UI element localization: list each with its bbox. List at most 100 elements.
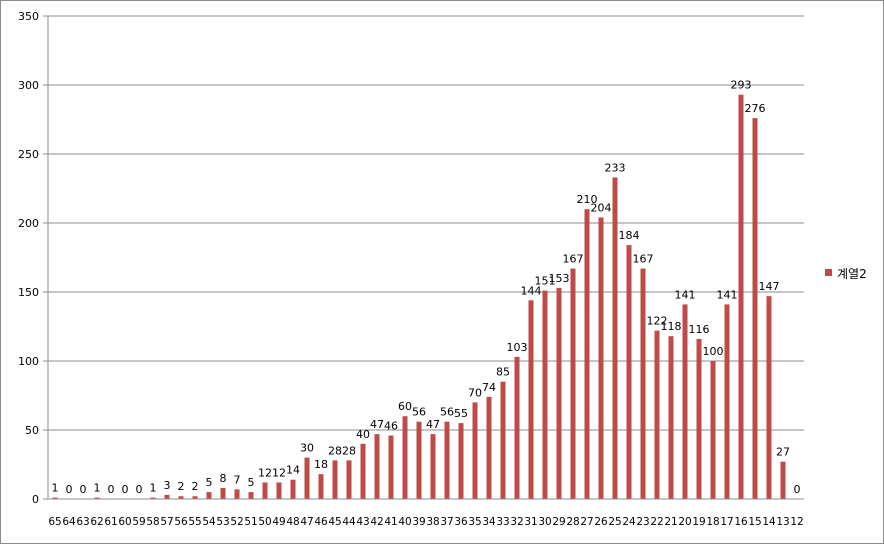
bar	[164, 494, 170, 499]
bar	[584, 209, 590, 499]
data-label: 210	[577, 193, 598, 206]
axes	[43, 15, 804, 500]
bar	[220, 487, 226, 499]
bar	[262, 482, 268, 499]
data-label: 27	[776, 446, 790, 459]
x-tick-label: 36	[454, 516, 468, 528]
data-label: 167	[563, 253, 584, 266]
data-label: 184	[619, 229, 640, 242]
data-label: 141	[675, 288, 696, 301]
x-tick-label: 63	[76, 516, 89, 528]
data-label: 2	[178, 480, 185, 493]
x-tick-label: 31	[524, 516, 537, 528]
bar	[696, 338, 702, 499]
data-label: 118	[661, 320, 682, 333]
x-tick-label: 50	[258, 516, 271, 528]
data-label: 0	[80, 483, 87, 496]
data-label: 293	[731, 79, 752, 92]
data-label: 5	[248, 476, 255, 489]
x-tick-label: 29	[552, 516, 565, 528]
x-tick-label: 39	[412, 516, 425, 528]
x-tick-label: 26	[594, 516, 608, 528]
x-tick-label: 16	[734, 516, 748, 528]
x-tick-label: 25	[608, 516, 621, 528]
bar	[710, 361, 716, 499]
x-tick-label: 49	[272, 516, 285, 528]
bar	[486, 396, 492, 499]
data-label: 56	[412, 406, 426, 419]
x-tick-label: 17	[720, 516, 733, 528]
bar	[640, 268, 646, 499]
data-label: 28	[328, 444, 342, 457]
bar	[150, 497, 156, 499]
y-tick-label: 150	[18, 286, 39, 299]
x-tick-label: 56	[174, 516, 188, 528]
x-tick-label: 51	[244, 516, 257, 528]
data-label: 147	[759, 280, 780, 293]
x-tick-label: 40	[398, 516, 411, 528]
bar-series	[52, 94, 786, 500]
data-label: 18	[314, 458, 328, 471]
bar	[402, 416, 408, 499]
x-tick-label: 12	[790, 516, 803, 528]
y-tick-label: 300	[18, 79, 39, 92]
x-tick-label: 19	[692, 516, 705, 528]
bar	[346, 460, 352, 499]
x-tick-label: 64	[62, 516, 76, 528]
x-tick-label: 46	[314, 516, 328, 528]
data-label: 0	[136, 483, 143, 496]
x-tick-label: 35	[468, 516, 481, 528]
data-label: 14	[286, 464, 300, 477]
bar	[556, 287, 562, 499]
x-tick-label: 37	[440, 516, 453, 528]
y-tick-label: 100	[18, 355, 39, 368]
x-tick-label: 60	[118, 516, 131, 528]
bar	[514, 356, 520, 499]
bar	[430, 434, 436, 499]
x-tick-label: 61	[104, 516, 117, 528]
x-tick-label: 13	[776, 516, 789, 528]
x-tick-label: 21	[664, 516, 677, 528]
x-tick-label: 62	[90, 516, 103, 528]
legend: 계열2	[825, 267, 867, 281]
x-tick-label: 52	[230, 516, 243, 528]
x-tick-label: 54	[202, 516, 216, 528]
bar	[388, 435, 394, 499]
x-tick-label: 48	[286, 516, 299, 528]
bar	[290, 479, 296, 499]
data-label: 2	[192, 480, 199, 493]
x-tick-label: 47	[300, 516, 313, 528]
data-label: 7	[234, 473, 241, 486]
data-label: 85	[496, 366, 510, 379]
bar	[458, 423, 464, 499]
bar	[668, 336, 674, 499]
y-tick-label: 250	[18, 148, 39, 161]
y-tick-label: 350	[18, 10, 39, 23]
bar	[570, 268, 576, 499]
y-axis-tick-labels: 0 50 100 150 200 250 300 350	[18, 10, 39, 506]
data-label: 153	[549, 272, 570, 285]
bar	[248, 492, 254, 499]
data-label: 0	[66, 483, 73, 496]
x-tick-label: 15	[748, 516, 761, 528]
bar	[94, 497, 100, 499]
data-label: 74	[482, 381, 496, 394]
data-label: 100	[703, 345, 724, 358]
data-label: 3	[164, 479, 171, 492]
bar	[654, 330, 660, 499]
bar	[52, 497, 58, 499]
bar	[626, 245, 632, 499]
data-label: 60	[398, 400, 412, 413]
data-label: 47	[426, 418, 440, 431]
bar	[192, 496, 198, 499]
bar	[528, 300, 534, 499]
bar	[416, 421, 422, 499]
x-tick-label: 53	[216, 516, 229, 528]
bar	[738, 94, 744, 499]
x-tick-label: 24	[622, 516, 636, 528]
data-label: 233	[605, 161, 626, 174]
bar	[206, 492, 212, 499]
bar	[374, 434, 380, 499]
